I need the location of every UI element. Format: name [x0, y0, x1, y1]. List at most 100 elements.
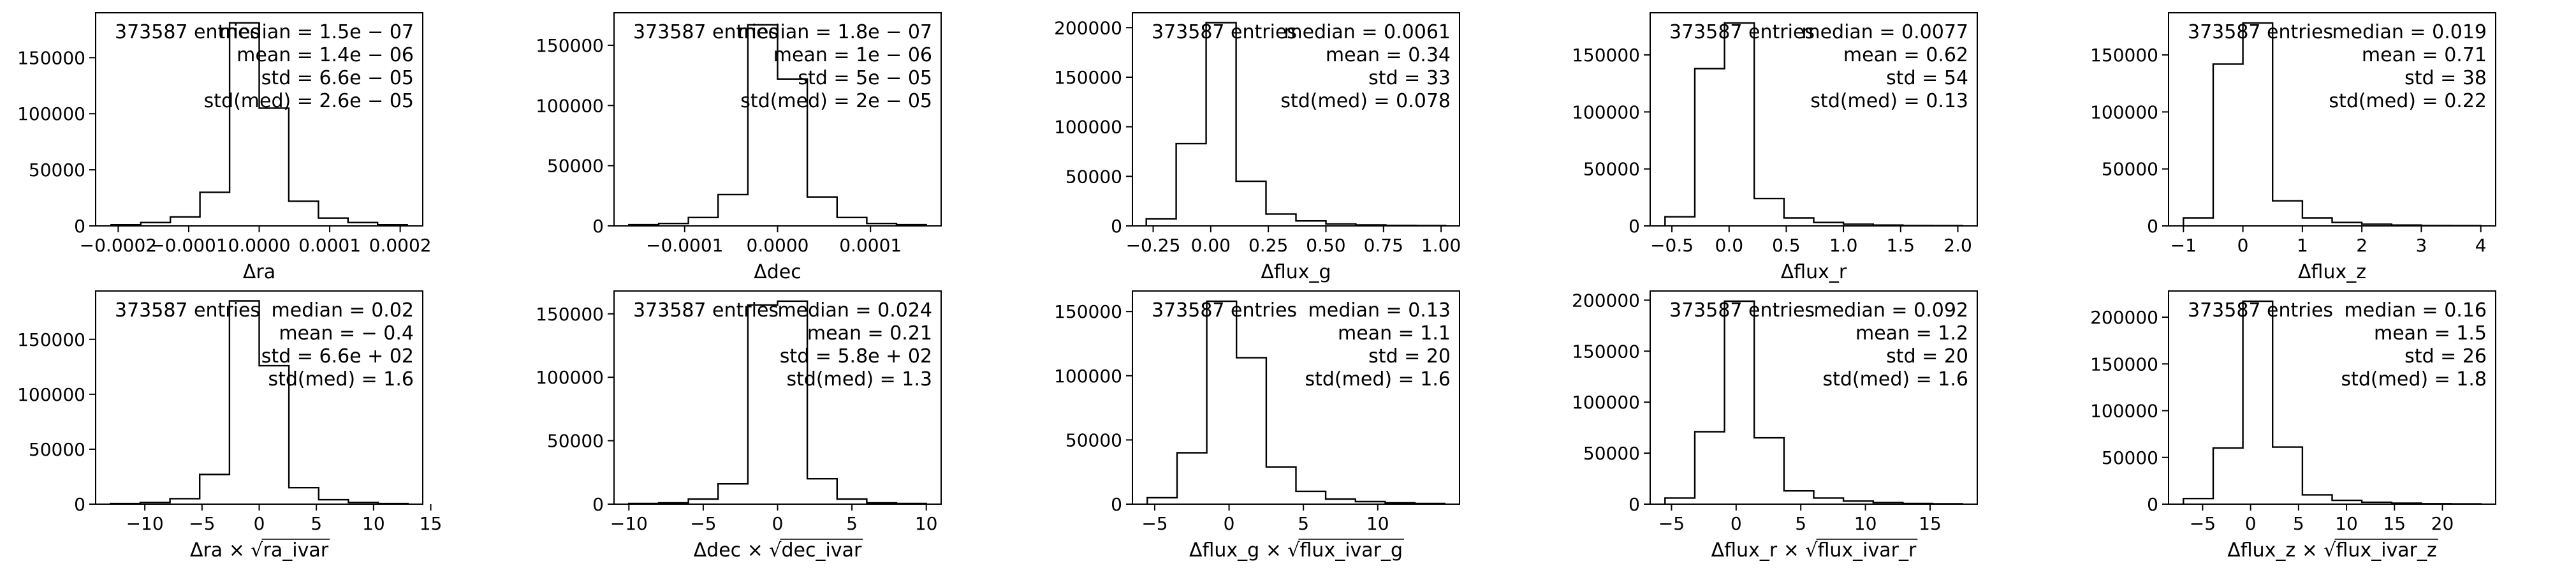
entries-annotation: 373587 entries	[2188, 299, 2333, 322]
x-tick-label: 0.50	[1306, 235, 1345, 256]
stat-annotation: std = 6.6e + 02	[261, 345, 414, 368]
x-tick-label: 2.0	[1943, 235, 1972, 256]
x-tick-label: 0.5	[1772, 235, 1801, 256]
x-axis-label: Δra	[243, 261, 275, 283]
x-axis-label-radicand: flux_ivar_r	[1818, 539, 1917, 562]
histogram-panel: −0.0002−0.0001 0.0000 0.0001 0.0002 0 50000 10…	[17, 12, 432, 283]
y-tick-label: 50000	[1583, 443, 1640, 464]
y-tick-label: 50000	[29, 439, 85, 460]
sqrt-sign: √	[1805, 539, 1818, 562]
y-tick-label: 50000	[2102, 159, 2158, 180]
y-tick-label: 150000	[2090, 45, 2158, 66]
y-tick-label: 200000	[1572, 290, 1640, 311]
x-tick-label: 0	[254, 513, 265, 534]
x-tick-label: −0.0001	[150, 235, 227, 256]
sqrt-sign: √	[251, 539, 263, 562]
x-tick-label: 15	[420, 513, 443, 534]
entries-annotation: 373587 entries	[115, 299, 260, 322]
y-tick-label: 0	[2147, 494, 2158, 515]
y-tick-label: 50000	[29, 160, 85, 181]
x-tick-label: 1	[2297, 235, 2308, 256]
x-tick-label: 0	[1224, 513, 1235, 534]
stat-annotation: mean = 1.1	[1338, 322, 1451, 345]
stat-annotation: mean = 1.5	[2374, 322, 2487, 345]
x-tick-label: 15	[2383, 513, 2406, 534]
histogram-panel: −5 0 5 10 15 0 50000 100000 150000 200000 Δflux_r …	[1572, 290, 1978, 562]
histogram-outline	[110, 300, 409, 505]
x-axis-label-main: Δdec ×	[694, 539, 770, 562]
y-tick-label: 150000	[1572, 45, 1640, 66]
x-tick-label: 1.00	[1421, 235, 1461, 256]
entries-annotation: 373587 entries	[1669, 299, 1815, 322]
y-tick-label: 150000	[17, 329, 85, 350]
x-axis-label: Δdec	[754, 261, 801, 283]
stat-annotation: std(med) = 0.078	[1280, 90, 1451, 112]
y-tick-label: 0	[1628, 216, 1640, 237]
x-tick-label: 4	[2475, 235, 2487, 256]
y-tick-label: 100000	[536, 367, 604, 388]
axes-frame	[1650, 12, 1978, 227]
histogram-panel: −10 −5 0 5 10 0 50000 100000 150000 Δdec × √dec_i…	[536, 290, 942, 562]
x-tick-label: 1.0	[1829, 235, 1858, 256]
stat-annotation: median = 0.0077	[1801, 21, 1968, 43]
x-tick-label: 3	[2415, 235, 2427, 256]
x-tick-label: −5	[189, 513, 215, 534]
y-tick-label: 0	[1111, 216, 1122, 237]
histogram-outline	[1146, 300, 1445, 505]
x-axis-label: Δflux_g	[1261, 261, 1331, 283]
axes-frame	[1132, 290, 1460, 505]
x-tick-label: −1	[2170, 235, 2197, 256]
x-tick-label: 0.0000	[747, 235, 809, 256]
x-tick-label: −5	[690, 513, 716, 534]
x-axis-label-radicand: ra_ivar	[263, 539, 329, 562]
histogram-panel: −10 −5 0 5 10 15 0 50000 100000 150000 Δra × √ra_i…	[17, 290, 443, 562]
y-tick-label: 100000	[17, 384, 85, 405]
stat-annotation: mean = 0.21	[807, 322, 932, 345]
x-axis-label: Δra × √ra_ivar	[190, 539, 329, 562]
stat-annotation: std = 26	[2404, 345, 2487, 368]
x-axis-label: Δflux_r	[1781, 261, 1847, 283]
histogram-outline	[110, 22, 408, 226]
histogram-panel: −5 0 5 10 0 50000 100000 150000 Δflux_g × √flux_…	[1054, 290, 1460, 562]
axes-frame	[2168, 290, 2496, 505]
stat-annotation: mean = 1.2	[1855, 322, 1968, 345]
stat-annotation: median = 0.092	[1813, 299, 1968, 322]
x-tick-label: 0.25	[1248, 235, 1288, 256]
x-tick-label: 0.00	[1191, 235, 1231, 256]
y-tick-label: 100000	[536, 95, 604, 116]
stat-annotation: median = 0.019	[2332, 21, 2487, 43]
stat-annotation: std(med) = 1.6	[1823, 368, 1969, 391]
stat-annotation: std = 20	[1368, 345, 1451, 368]
y-tick-label: 100000	[2090, 101, 2158, 123]
stat-annotation: mean = 1.4e − 06	[237, 44, 414, 66]
x-tick-label: 0.0001	[839, 235, 902, 256]
x-tick-label: 5	[1298, 513, 1309, 534]
x-tick-label: 0	[2245, 513, 2257, 534]
sqrt-sign: √	[769, 539, 782, 562]
stat-annotation: std = 5e − 05	[798, 67, 932, 89]
axes-frame	[2168, 12, 2496, 227]
y-tick-label: 100000	[2090, 401, 2158, 422]
stat-annotation: std(med) = 2.6e − 05	[204, 90, 414, 112]
y-tick-label: 150000	[17, 47, 85, 68]
histogram-panel: −0.0001 0.0000 0.0001 0 50000 100000 150000 Δde…	[536, 12, 942, 283]
stat-annotation: std(med) = 1.6	[1305, 368, 1451, 391]
y-tick-label: 100000	[1054, 366, 1122, 387]
x-axis-label: Δdec × √dec_ivar	[694, 539, 862, 562]
stat-annotation: std = 38	[2404, 67, 2487, 89]
stat-annotation: std(med) = 1.6	[268, 368, 414, 391]
y-tick-label: 50000	[1065, 166, 1122, 187]
x-axis-label: Δflux_g × √flux_ivar_g	[1189, 539, 1403, 562]
entries-annotation: 373587 entries	[633, 21, 779, 43]
x-axis-label: Δflux_z	[2298, 261, 2366, 283]
entries-annotation: 373587 entries	[1152, 21, 1297, 43]
stat-annotation: mean = 0.34	[1326, 44, 1451, 66]
y-tick-label: 150000	[2090, 354, 2158, 375]
x-tick-label: −5	[1141, 513, 1167, 534]
histogram-outline	[1664, 300, 1963, 505]
y-tick-label: 100000	[1572, 101, 1640, 123]
x-tick-label: 0.0	[1715, 235, 1744, 256]
entries-annotation: 373587 entries	[1669, 21, 1815, 43]
y-tick-label: 150000	[1054, 301, 1122, 322]
x-tick-label: −5	[1658, 513, 1685, 534]
